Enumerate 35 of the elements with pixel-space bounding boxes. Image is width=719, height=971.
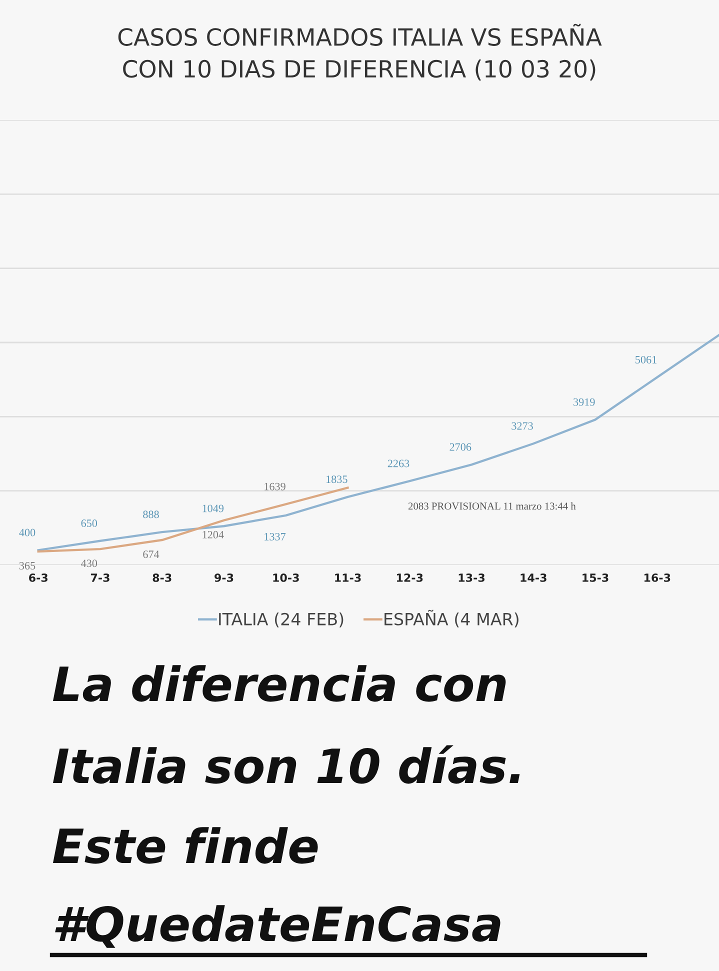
data-label: 2263 [388,460,410,468]
data-label: 2706 [450,443,472,451]
text: #QuedateEnCasa [55,905,500,948]
x-tick-label: 16-3 [644,574,670,582]
data-label: 1835 [326,476,348,484]
chart-title: CASOS CONFIRMADOS ITALIA VS ESPAÑA CON 10 DIAS DE DIFERENCIA (10 03 20) [118,24,602,81]
data-label: 1049 [202,504,224,512]
x-tick-label: 7-3 [90,574,110,582]
data-label: 3273 [512,422,533,430]
x-tick-label: 11-3 [335,574,361,582]
legend-label: ITALIA (24 FEB) [219,612,344,628]
legend-label: ESPAÑA (4 MAR) [384,610,518,628]
x-tick-label: 14-3 [520,574,546,582]
x-tick-label: 13-3 [458,574,485,582]
x-tick-label: 10-3 [273,574,299,582]
data-label: 1639 [264,482,286,490]
text: Este finde [52,827,318,864]
text: Italia son 10 días. [52,745,520,784]
x-tick-label: 9-3 [214,574,234,582]
data-label: 888 [143,510,159,518]
data-label: 3919 [574,398,595,406]
text: La diferencia con [52,665,506,702]
data-label: 674 [143,550,160,558]
data-label: 430 [81,560,98,568]
data-label: 650 [81,520,98,528]
data-label: 5061 [636,356,656,364]
x-tick-label: 8-3 [152,574,172,582]
x-tick-label: 6-3 [29,574,48,582]
x-tick-label: 15-3 [582,574,608,582]
data-label: 1204 [202,530,224,538]
data-label: 365 [19,562,36,570]
x-tick-label: 12-3 [396,574,423,582]
data-label: 1337 [264,532,286,540]
data-label: 400 [19,528,36,536]
annotation: 2083 PROVISIONAL 11 marzo 13:44 h [408,502,576,510]
